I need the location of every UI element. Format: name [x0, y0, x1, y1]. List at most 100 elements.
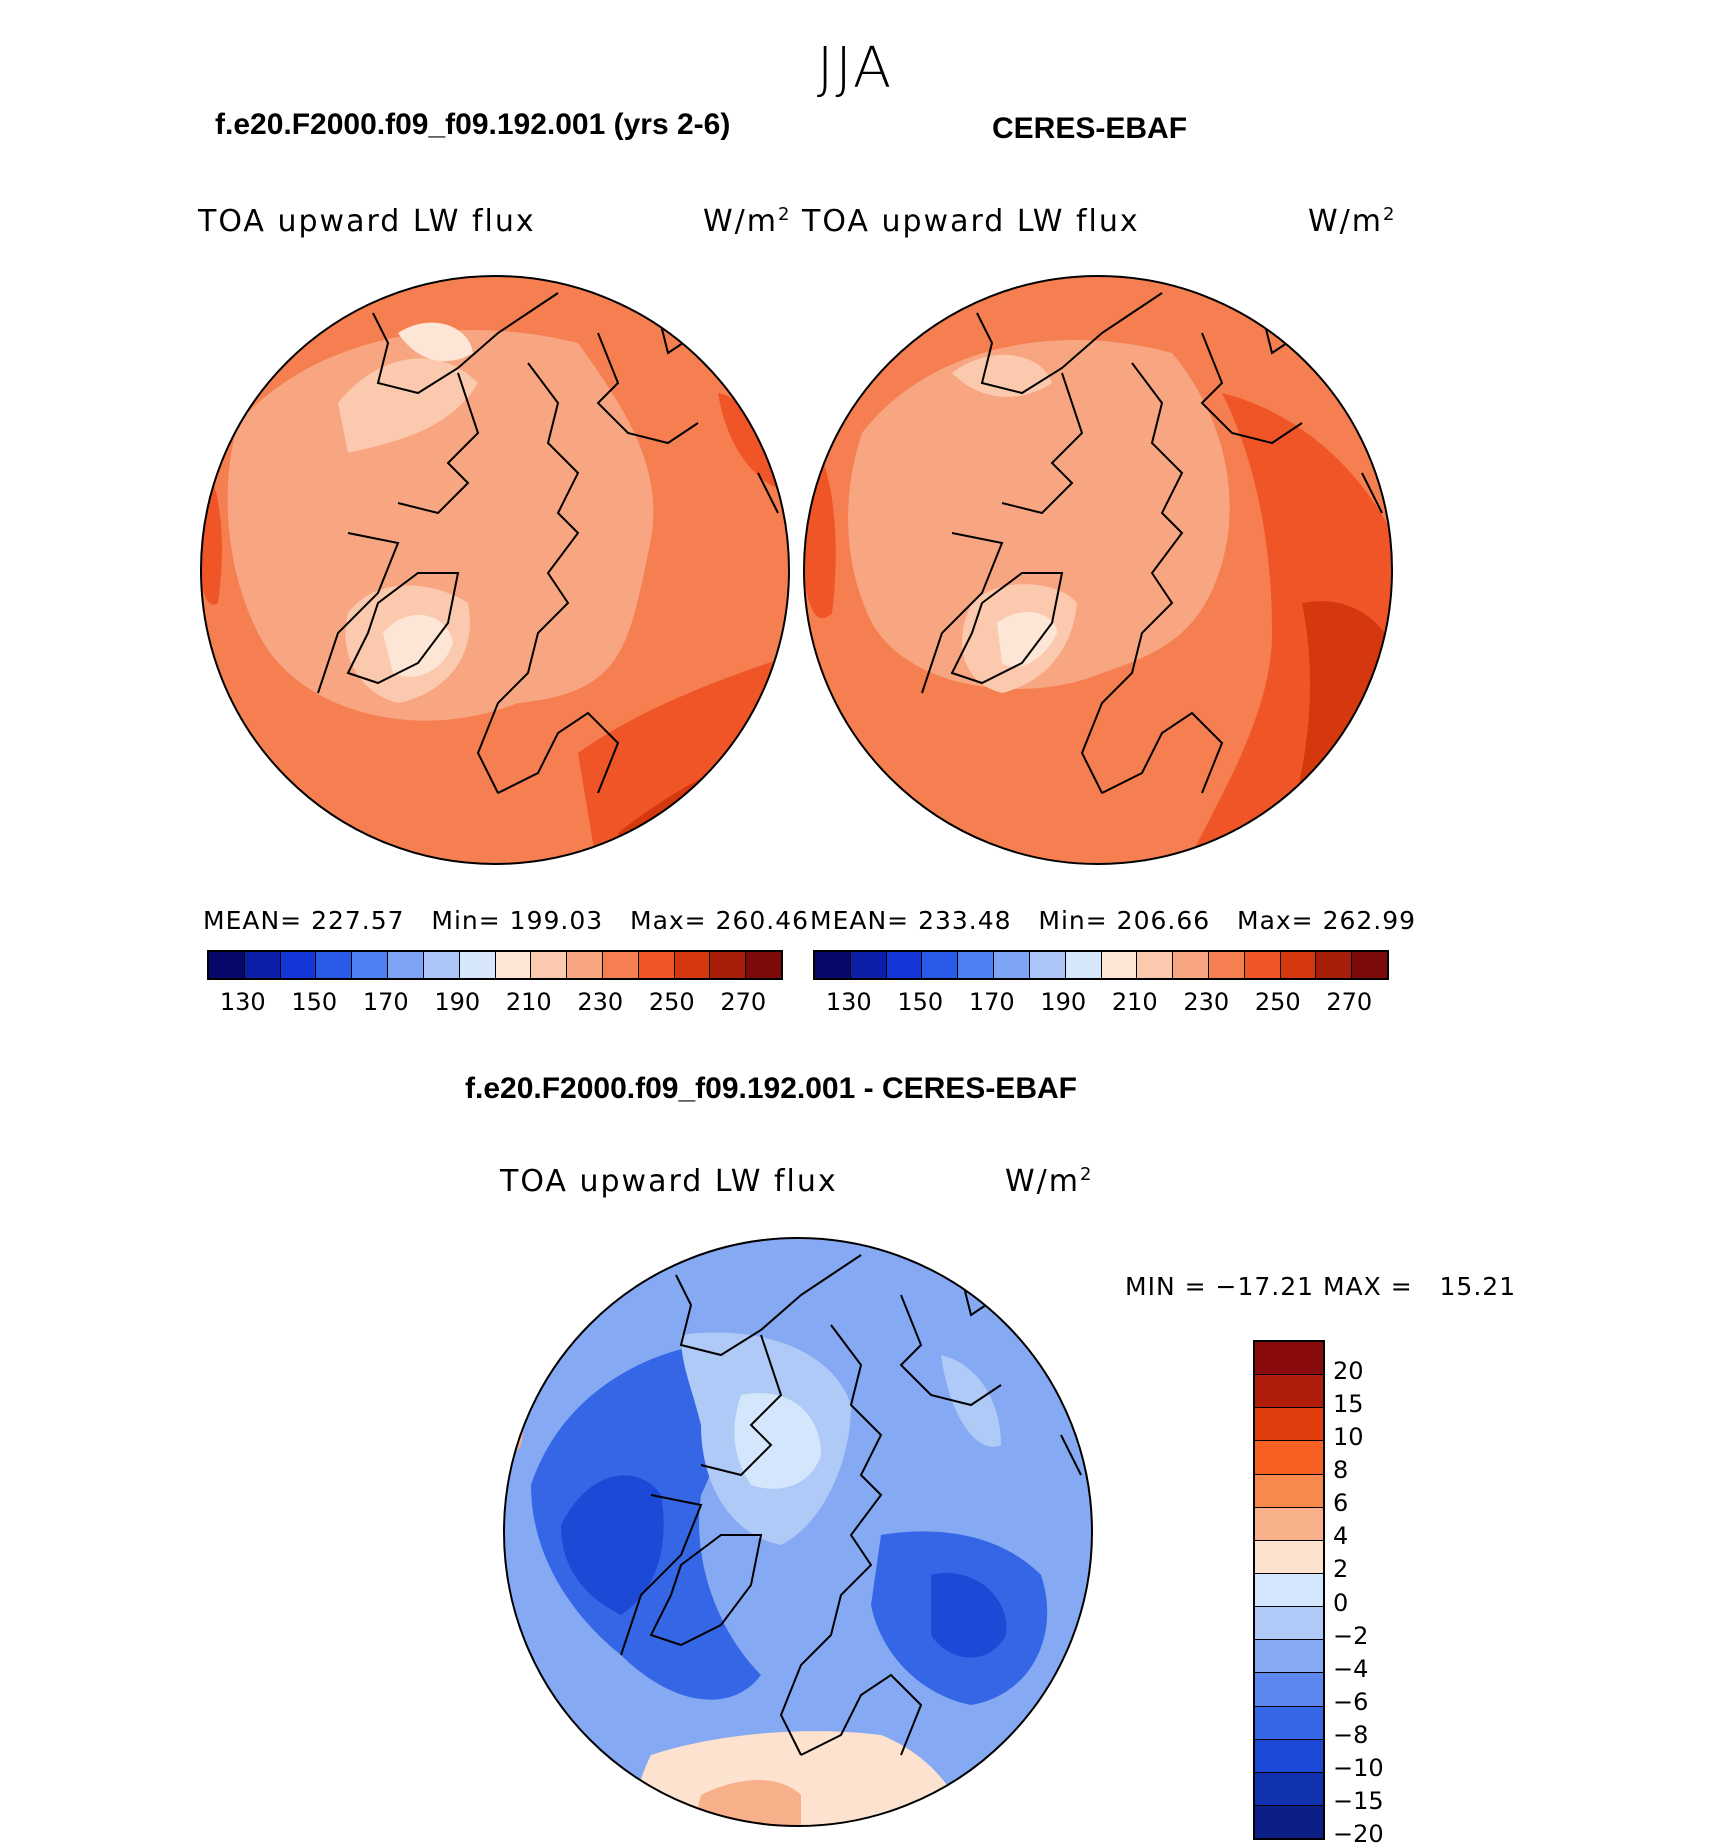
colorbar-tick-label: 150	[291, 988, 338, 1016]
colorbar-tick-label: 6	[1333, 1489, 1349, 1518]
map-field-patch	[504, 1365, 511, 1425]
obs-stats: MEAN= 233.48 Min= 206.66 Max= 262.99	[810, 906, 1417, 935]
colorbar-swatch	[1255, 1573, 1323, 1608]
colorbar-swatch	[886, 952, 923, 978]
model-case-title: f.e20.F2000.f09_f09.192.001 (yrs 2-6)	[215, 108, 731, 141]
model-colorbar	[207, 950, 783, 980]
colorbar-swatch	[459, 952, 496, 978]
season-title: JJA	[816, 36, 894, 101]
colorbar-tick-label: −10	[1333, 1753, 1384, 1782]
colorbar-tick-label: −20	[1333, 1820, 1384, 1848]
colorbar-tick-label: 150	[897, 988, 944, 1016]
diff-colorbar	[1253, 1340, 1325, 1840]
colorbar-swatch	[1255, 1640, 1323, 1674]
colorbar-tick-label: 15	[1333, 1390, 1364, 1419]
colorbar-swatch	[423, 952, 460, 978]
colorbar-swatch	[1255, 1408, 1323, 1442]
colorbar-swatch	[1173, 952, 1209, 978]
colorbar-tick-label: 270	[1326, 988, 1373, 1016]
colorbar-swatch	[244, 952, 281, 978]
colorbar-swatch	[1255, 1607, 1323, 1641]
colorbar-tick-label: 8	[1333, 1456, 1349, 1485]
diff-title: f.e20.F2000.f09_f09.192.001 - CERES-EBAF	[465, 1072, 1077, 1105]
colorbar-tick-label: 230	[1183, 988, 1230, 1016]
map-field-patch	[931, 1573, 1007, 1658]
map-field-patch	[383, 614, 453, 677]
colorbar-swatch	[1244, 952, 1281, 978]
obs-variable-label: TOA upward LW flux	[802, 204, 1140, 239]
coastline	[921, 292, 1383, 794]
colorbar-tick-label: 210	[1111, 988, 1158, 1016]
colorbar-swatch	[1101, 952, 1138, 978]
colorbar-swatch	[1065, 952, 1102, 978]
colorbar-swatch	[280, 952, 317, 978]
colorbar-tick-label: −4	[1333, 1654, 1369, 1683]
colorbar-swatch	[1255, 1342, 1323, 1376]
colorbar-swatch	[850, 952, 887, 978]
model-units-label: W/m2	[703, 204, 792, 239]
colorbar-swatch	[1029, 952, 1066, 978]
model-stats: MEAN= 227.57 Min= 199.03 Max= 260.46	[203, 906, 810, 935]
colorbar-swatch	[1255, 1375, 1323, 1409]
colorbar-swatch	[495, 952, 532, 978]
map-field-patch	[561, 1475, 664, 1615]
obs-colorbar	[813, 950, 1389, 980]
colorbar-swatch	[1255, 1474, 1323, 1508]
colorbar-swatch	[1255, 1805, 1323, 1839]
colorbar-swatch	[1255, 1706, 1323, 1740]
colorbar-swatch	[1255, 1441, 1323, 1475]
map-field-patch	[398, 322, 473, 362]
obs-case-title: CERES-EBAF	[992, 112, 1188, 145]
coastline	[620, 1254, 1082, 1756]
map-field-patch	[952, 354, 1052, 397]
colorbar-swatch	[316, 952, 353, 978]
colorbar-tick-label: 130	[825, 988, 872, 1016]
colorbar-swatch	[1255, 1772, 1323, 1806]
colorbar-swatch	[209, 952, 245, 978]
colorbar-tick-label: 20	[1333, 1357, 1364, 1386]
colorbar-tick-label: −15	[1333, 1786, 1384, 1815]
colorbar-swatch	[388, 952, 424, 978]
diff-units-label: W/m2	[1005, 1164, 1094, 1199]
map-field-patch	[734, 1393, 821, 1489]
model-polar-map	[200, 275, 790, 865]
colorbar-tick-label: −6	[1333, 1687, 1369, 1716]
map-field-patch	[338, 358, 478, 453]
colorbar-swatch	[994, 952, 1030, 978]
colorbar-swatch	[1352, 952, 1387, 978]
colorbar-swatch	[1137, 952, 1174, 978]
colorbar-tick-label: 250	[648, 988, 695, 1016]
colorbar-swatch	[1255, 1540, 1323, 1574]
colorbar-tick-label: −2	[1333, 1621, 1369, 1650]
colorbar-swatch	[746, 952, 781, 978]
colorbar-tick-label: 250	[1254, 988, 1301, 1016]
colorbar-swatch	[674, 952, 711, 978]
colorbar-tick-label: 190	[1040, 988, 1087, 1016]
colorbar-swatch	[567, 952, 603, 978]
colorbar-swatch	[1255, 1673, 1323, 1707]
colorbar-swatch	[710, 952, 747, 978]
colorbar-tick-label: 270	[720, 988, 767, 1016]
colorbar-tick-label: 130	[219, 988, 266, 1016]
colorbar-tick-label: 170	[362, 988, 409, 1016]
colorbar-tick-label: 0	[1333, 1588, 1349, 1617]
colorbar-swatch	[1280, 952, 1317, 978]
colorbar-swatch	[1255, 1739, 1323, 1773]
colorbar-tick-label: 4	[1333, 1522, 1349, 1551]
colorbar-tick-label: 10	[1333, 1423, 1364, 1452]
diff-variable-label: TOA upward LW flux	[500, 1164, 838, 1199]
map-field-patch	[848, 339, 1230, 689]
colorbar-swatch	[958, 952, 995, 978]
difference-polar-map	[503, 1237, 1093, 1827]
colorbar-tick-label: 170	[968, 988, 1015, 1016]
colorbar-swatch	[638, 952, 675, 978]
colorbar-swatch	[352, 952, 389, 978]
diff-stats: MIN = −17.21 MAX = 15.21	[1125, 1272, 1517, 1301]
colorbar-swatch	[1208, 952, 1245, 978]
obs-polar-map	[803, 275, 1393, 865]
colorbar-swatch	[815, 952, 851, 978]
map-field-patch	[941, 1355, 1001, 1447]
coastline	[317, 292, 779, 794]
colorbar-swatch	[922, 952, 959, 978]
model-variable-label: TOA upward LW flux	[198, 204, 536, 239]
